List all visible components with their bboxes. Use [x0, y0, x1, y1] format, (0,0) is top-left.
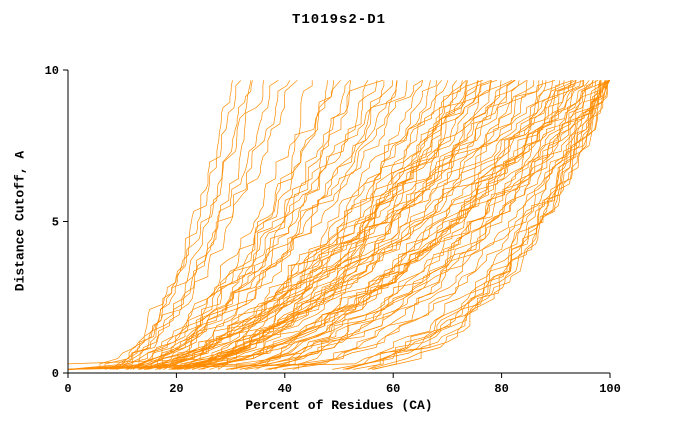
curve-line	[68, 80, 610, 370]
curve-line	[68, 79, 577, 370]
curve-line	[181, 80, 449, 370]
curve-line	[138, 80, 398, 370]
curve-line	[347, 80, 610, 370]
x-tick-label: 20	[169, 382, 183, 396]
curve-line	[192, 80, 516, 370]
curve-line	[255, 80, 590, 370]
curve-line	[68, 79, 556, 370]
curve-line	[373, 80, 607, 370]
curve-line	[138, 80, 352, 370]
curve-line	[148, 80, 424, 370]
curve-line	[268, 80, 602, 370]
curve-line	[168, 80, 528, 370]
y-tick-label: 0	[52, 367, 59, 381]
x-axis-label: Percent of Residues (CA)	[245, 398, 433, 413]
curve-line	[298, 79, 610, 370]
curve-line	[352, 80, 606, 370]
curve-line	[342, 80, 608, 370]
curve-line	[150, 80, 385, 370]
curve-line	[117, 80, 298, 370]
curve-line	[68, 80, 423, 370]
curve-line	[292, 79, 610, 370]
x-tick-label: 40	[278, 382, 292, 396]
x-tick-label: 100	[599, 382, 621, 396]
curve-line	[143, 80, 408, 370]
curve-line	[174, 80, 502, 370]
y-tick-label: 10	[45, 64, 59, 78]
curve-line	[173, 80, 540, 370]
curve-line	[147, 80, 398, 370]
chart-title: T1019s2-D1	[291, 12, 386, 28]
curve-line	[112, 80, 264, 370]
curve-line	[130, 80, 393, 370]
curve-line	[164, 80, 457, 370]
curve-line	[218, 79, 584, 370]
curve-line	[183, 80, 479, 370]
curve-line	[144, 80, 437, 370]
curve-line	[162, 80, 520, 370]
curve-line	[180, 79, 484, 370]
curve-line	[157, 80, 467, 370]
curve-line	[68, 80, 593, 370]
curve-line	[176, 80, 547, 370]
curve-line	[68, 80, 594, 370]
curve-line	[68, 80, 443, 370]
x-tick-label: 80	[494, 382, 508, 396]
x-tick-label: 60	[386, 382, 400, 396]
curve-line	[68, 80, 560, 370]
curve-line	[99, 80, 242, 370]
curve-line	[274, 80, 601, 370]
curve-line	[132, 80, 335, 370]
curve-line	[132, 79, 384, 370]
x-tick-label: 0	[64, 382, 71, 396]
curve-line	[68, 80, 585, 370]
curve-line	[227, 80, 565, 370]
curve-line	[192, 80, 553, 370]
curve-line	[114, 80, 253, 370]
y-tick-label: 5	[52, 216, 59, 230]
curve-line	[127, 80, 328, 370]
curve-line	[104, 80, 291, 370]
curve-line	[125, 80, 369, 370]
curve-line	[203, 80, 482, 370]
curve-line	[332, 80, 602, 370]
curve-line	[345, 80, 609, 370]
curve-line	[144, 80, 351, 370]
curve-line	[265, 80, 577, 370]
curve-line	[168, 80, 431, 370]
curve-line	[231, 80, 582, 370]
curve-line	[179, 80, 544, 370]
curve-line	[283, 80, 601, 370]
curve-line	[367, 80, 610, 370]
curve-line	[185, 80, 527, 370]
curve-line	[112, 80, 233, 370]
curve-line	[191, 80, 463, 370]
curve-line	[115, 80, 342, 370]
